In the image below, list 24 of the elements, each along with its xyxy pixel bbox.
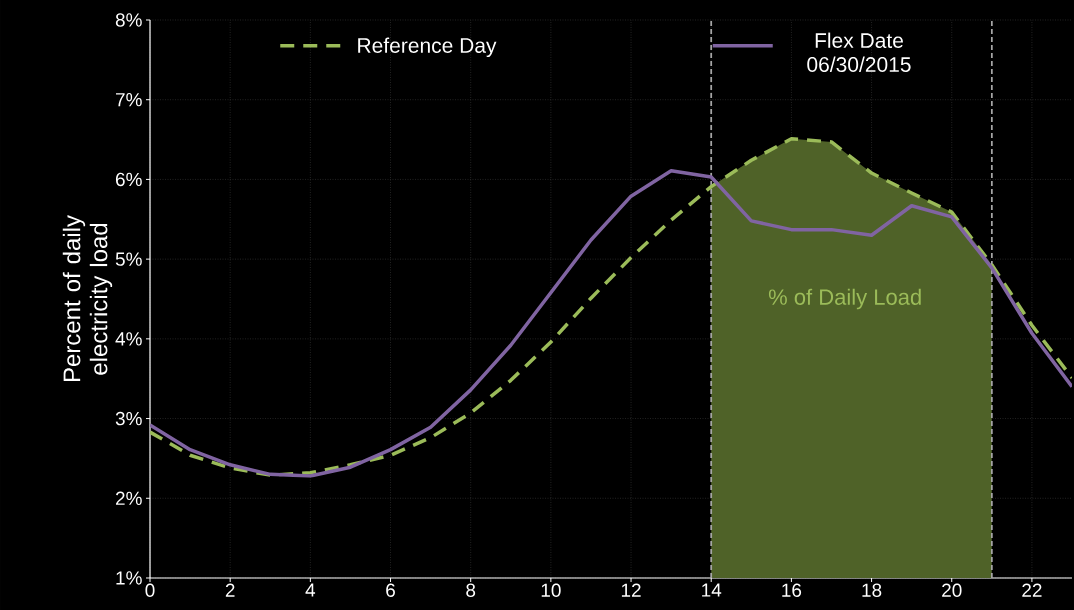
x-tick-label: 20 bbox=[942, 583, 962, 597]
y-tick-label: 3% bbox=[115, 411, 142, 426]
legend-label: Reference Day bbox=[358, 37, 497, 58]
y-tick-label: 7% bbox=[115, 93, 142, 107]
x-tick-label: 22 bbox=[1022, 583, 1042, 597]
x-tick-label: 4 bbox=[305, 583, 316, 597]
y-tick-label: 5% bbox=[115, 252, 142, 266]
x-tick-label: 2 bbox=[225, 583, 235, 597]
annotation: % of Daily Load bbox=[768, 288, 921, 310]
x-tick-label: 16 bbox=[782, 583, 802, 597]
y-tick-label: 2% bbox=[115, 491, 142, 505]
x-tick-label: 18 bbox=[862, 583, 882, 597]
x-tick-label: 0 bbox=[145, 583, 155, 597]
y-tick-label: 4% bbox=[115, 332, 142, 346]
x-tick-label: 12 bbox=[621, 583, 641, 597]
y-tick-label: 8% bbox=[115, 13, 142, 27]
y-axis-title: Percent of daily electricity load bbox=[62, 215, 113, 382]
x-tick-label: 8 bbox=[466, 583, 476, 597]
legend-label: Flex Date 06/30/2015 bbox=[807, 32, 911, 72]
x-tick-label: 6 bbox=[386, 583, 395, 597]
x-tick-label: 14 bbox=[702, 583, 722, 597]
x-tick-label: 10 bbox=[541, 583, 561, 597]
y-tick-label: 6% bbox=[115, 172, 142, 187]
y-tick-label: 1% bbox=[116, 571, 142, 585]
